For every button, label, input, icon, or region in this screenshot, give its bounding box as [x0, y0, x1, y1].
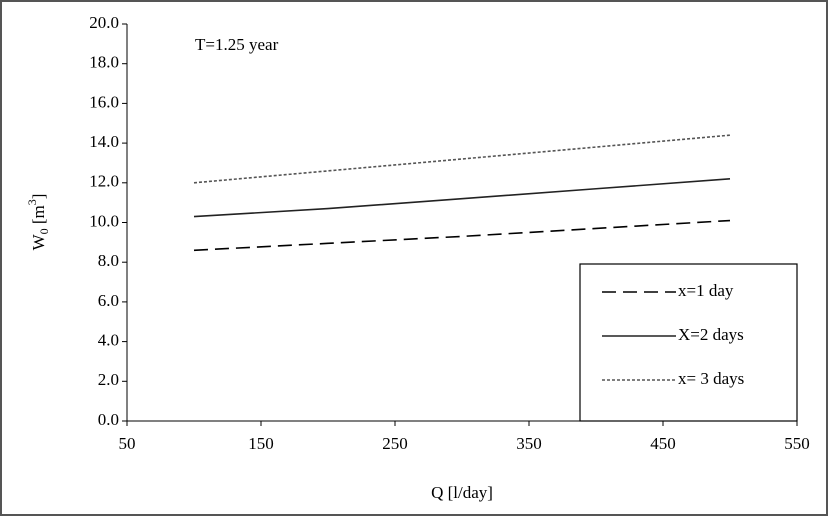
- x-axis-label: Q [l/day]: [431, 483, 493, 502]
- y-tick-label: 10.0: [89, 211, 119, 230]
- y-tick-label: 2.0: [98, 370, 119, 389]
- legend-box: [579, 263, 798, 422]
- y-tick-label: 8.0: [98, 251, 119, 270]
- legend-label: X=2 days: [678, 325, 744, 344]
- annotation: T=1.25 year: [195, 35, 279, 54]
- y-label-sup: 3: [25, 199, 39, 205]
- y-tick-label: 6.0: [98, 291, 119, 310]
- y-axis-label: W0 [m3]: [25, 194, 51, 251]
- x-tick-label: 150: [248, 434, 274, 453]
- x-tick-label: 450: [650, 434, 676, 453]
- series-line: [193, 219, 731, 252]
- y-label-end: ]: [29, 194, 48, 200]
- legend-label: x= 3 days: [678, 369, 744, 388]
- y-label-mid: [m: [29, 205, 48, 228]
- y-tick-label: 4.0: [98, 331, 119, 350]
- y-label-base: W: [29, 233, 48, 250]
- y-tick-label: 16.0: [89, 92, 119, 111]
- series-line: [193, 178, 731, 218]
- y-tick-label: 0.0: [98, 410, 119, 429]
- y-tick-label: 18.0: [89, 53, 119, 72]
- x-tick-label: 350: [516, 434, 542, 453]
- legend-label: x=1 day: [678, 281, 734, 300]
- y-tick-label: 14.0: [89, 132, 119, 151]
- x-tick-label: 250: [382, 434, 408, 453]
- x-tick-label: 550: [784, 434, 810, 453]
- y-tick-label: 20.0: [89, 13, 119, 32]
- x-tick-label: 50: [119, 434, 136, 453]
- y-tick-label: 12.0: [89, 172, 119, 191]
- y-label-sub: 0: [37, 228, 51, 234]
